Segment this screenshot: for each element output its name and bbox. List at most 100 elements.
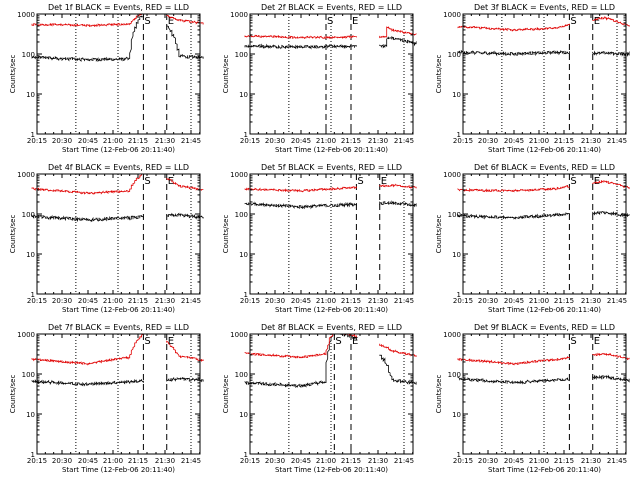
y-tick-label: 1000: [443, 11, 461, 19]
x-tick-label: 20:15: [453, 457, 473, 465]
panel-5: Det 5f BLACK = Events, RED = LLDSEDet 5f…: [222, 160, 417, 314]
marker-label: S: [570, 16, 576, 27]
marker-label: E: [168, 176, 174, 187]
marker-label: S: [335, 336, 341, 347]
x-tick-label: 21:00: [316, 137, 336, 145]
x-tick-label: 21:15: [554, 137, 574, 145]
panel-title-overlay: Det 3f BLACK = Events, RED = LLD: [474, 3, 615, 12]
y-tick-label: 10: [452, 251, 461, 259]
panel-title-overlay: Det 2f BLACK = Events, RED = LLD: [261, 3, 402, 12]
marker-label: E: [352, 336, 358, 347]
x-tick-label: 21:00: [103, 297, 123, 305]
plot-frame: [462, 13, 627, 135]
x-tick-label: 20:15: [27, 297, 47, 305]
panel-title-overlay: Det 9f BLACK = Events, RED = LLD: [474, 323, 615, 332]
y-tick-label: 1: [31, 291, 35, 299]
x-tick-label: 21:45: [181, 457, 201, 465]
x-tick-label: 20:45: [291, 137, 311, 145]
series-events: [457, 374, 630, 385]
plot-frame: [36, 333, 201, 455]
y-tick-label: 10: [26, 91, 35, 99]
y-axis-label: Counts/sec: [222, 215, 230, 254]
y-tick-label: 100: [448, 371, 461, 379]
y-axis-label: Counts/sec: [222, 55, 230, 94]
x-tick-label: 21:45: [607, 297, 627, 305]
series-lld: [244, 26, 417, 40]
x-axis-label: Start Time (12-Feb-06 20:11:40): [62, 306, 175, 314]
series-events: [31, 376, 204, 387]
marker-label: E: [168, 16, 174, 27]
series-events: [457, 49, 630, 57]
x-tick-label: 21:45: [394, 297, 414, 305]
panel-2: Det 2f BLACK = Events, RED = LLDSEDet 2f…: [222, 0, 417, 154]
y-axis-label: Counts/sec: [9, 375, 17, 414]
y-tick-label: 10: [239, 411, 248, 419]
marker-label: E: [168, 336, 174, 347]
x-axis-label: Start Time (12-Feb-06 20:11:40): [275, 466, 388, 474]
x-tick-label: 20:45: [291, 297, 311, 305]
x-tick-label: 21:45: [394, 137, 414, 145]
x-axis-label: Start Time (12-Feb-06 20:11:40): [488, 466, 601, 474]
x-tick-label: 21:00: [103, 137, 123, 145]
x-tick-label: 21:15: [341, 457, 361, 465]
series-lld: [244, 183, 417, 193]
y-axis-label: Counts/sec: [435, 375, 443, 414]
plot-top-mask: [249, 160, 414, 174]
marker-label: S: [144, 176, 150, 187]
y-tick-label: 1: [457, 291, 461, 299]
x-tick-label: 21:45: [394, 457, 414, 465]
x-tick-label: 20:45: [78, 137, 98, 145]
x-tick-label: 21:15: [128, 297, 148, 305]
x-tick-label: 21:45: [181, 297, 201, 305]
x-tick-label: 21:15: [128, 137, 148, 145]
plot-top-mask: [36, 0, 201, 14]
x-tick-label: 20:45: [504, 137, 524, 145]
panel-title-overlay: Det 4f BLACK = Events, RED = LLD: [48, 163, 189, 172]
x-axis-label: Start Time (12-Feb-06 20:11:40): [488, 146, 601, 154]
y-axis-label: Counts/sec: [9, 55, 17, 94]
series-events: [244, 35, 417, 50]
marker-label: E: [381, 176, 387, 187]
y-tick-label: 1000: [443, 171, 461, 179]
x-axis-label: Start Time (12-Feb-06 20:11:40): [62, 466, 175, 474]
y-tick-label: 100: [235, 51, 248, 59]
x-tick-label: 21:30: [581, 297, 601, 305]
plot-frame: [462, 173, 627, 295]
x-tick-label: 20:30: [265, 297, 285, 305]
x-tick-label: 21:15: [554, 457, 574, 465]
x-tick-label: 21:00: [103, 457, 123, 465]
panel-6: Det 6f BLACK = Events, RED = LLDSEDet 6f…: [435, 160, 630, 314]
series-lld: [31, 173, 204, 195]
plot-top-mask: [36, 160, 201, 174]
y-axis-label: Counts/sec: [222, 375, 230, 414]
x-tick-label: 20:45: [291, 457, 311, 465]
y-tick-label: 1000: [17, 331, 35, 339]
plot-top-mask: [249, 320, 414, 334]
y-tick-label: 1: [31, 451, 35, 459]
plot-frame: [36, 13, 201, 135]
y-axis-label: Counts/sec: [9, 215, 17, 254]
x-tick-label: 20:30: [52, 137, 72, 145]
x-axis-label: Start Time (12-Feb-06 20:11:40): [275, 306, 388, 314]
x-tick-label: 21:30: [368, 297, 388, 305]
x-tick-label: 21:15: [341, 297, 361, 305]
y-tick-label: 1: [244, 451, 248, 459]
y-tick-label: 100: [22, 211, 35, 219]
marker-label: S: [570, 336, 576, 347]
series-events: [457, 210, 630, 220]
y-tick-label: 100: [448, 211, 461, 219]
marker-label: S: [357, 176, 363, 187]
x-tick-label: 20:30: [52, 297, 72, 305]
x-tick-label: 20:15: [240, 457, 260, 465]
x-tick-label: 20:30: [478, 137, 498, 145]
y-tick-label: 10: [239, 251, 248, 259]
series-lld: [457, 16, 630, 32]
plot-frame: [249, 13, 414, 135]
x-tick-label: 20:30: [478, 457, 498, 465]
series-lld: [457, 179, 630, 193]
x-tick-label: 20:15: [27, 457, 47, 465]
x-tick-label: 21:30: [581, 137, 601, 145]
x-tick-label: 20:15: [240, 137, 260, 145]
marker-label: E: [594, 16, 600, 27]
